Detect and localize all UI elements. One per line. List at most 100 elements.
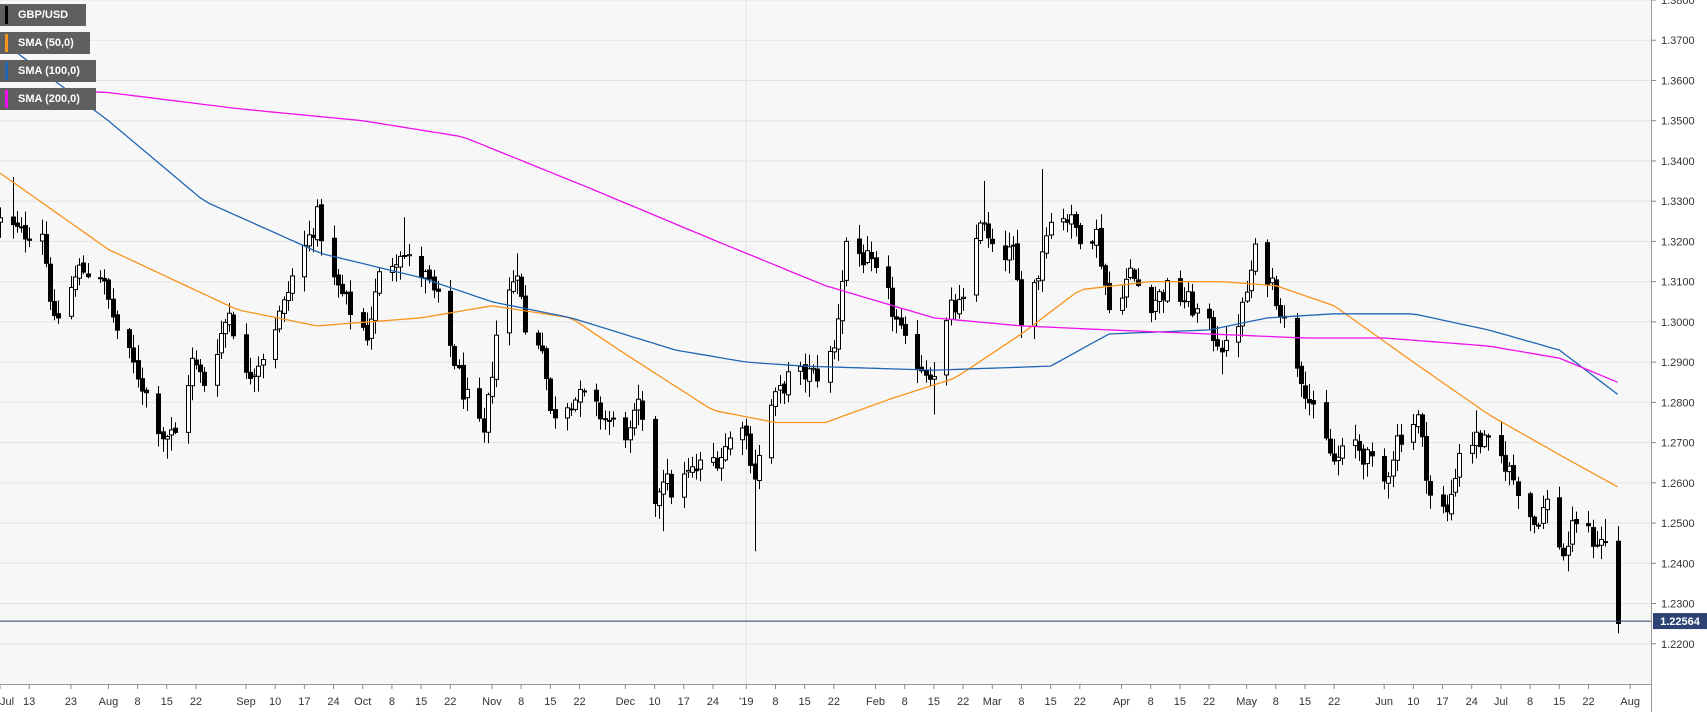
candle-bullish bbox=[1224, 339, 1229, 351]
candle-bullish bbox=[290, 275, 295, 294]
x-tick-label: Dec bbox=[616, 696, 636, 708]
candle-bearish bbox=[548, 378, 553, 411]
legend-label-sma100: SMA (100,0) bbox=[18, 65, 80, 77]
candle-bullish bbox=[169, 429, 174, 436]
candle-bullish bbox=[686, 469, 691, 473]
candle-bearish bbox=[1361, 448, 1366, 465]
x-tick-label: 24 bbox=[707, 696, 719, 708]
candle-bearish bbox=[427, 269, 432, 280]
legend-item-sma100[interactable]: SMA (100,0) bbox=[0, 60, 96, 82]
candle-bearish bbox=[1299, 365, 1304, 385]
candle-bearish bbox=[1303, 385, 1308, 399]
candle-bullish bbox=[315, 206, 320, 241]
candle-bullish bbox=[165, 436, 170, 440]
candle-bullish bbox=[1470, 444, 1475, 454]
candle-bullish bbox=[465, 388, 470, 399]
candle-bearish bbox=[1274, 279, 1279, 307]
candle-bearish bbox=[1278, 305, 1283, 318]
candle-bullish bbox=[636, 398, 641, 411]
candle-bullish bbox=[1165, 280, 1170, 302]
candle-bearish bbox=[1311, 400, 1316, 405]
candle-bearish bbox=[198, 364, 203, 373]
candle-bearish bbox=[519, 276, 524, 297]
y-tick-label: 1.2700 bbox=[1661, 438, 1695, 450]
candle-bearish bbox=[482, 418, 487, 433]
candle-bullish bbox=[1453, 478, 1458, 493]
candle-bullish bbox=[798, 366, 803, 372]
candle-bearish bbox=[365, 324, 370, 341]
candle-bullish bbox=[1061, 218, 1066, 223]
candle-bearish bbox=[594, 389, 599, 402]
candle-bearish bbox=[582, 390, 587, 393]
candle-bearish bbox=[623, 417, 628, 441]
candle-bearish bbox=[86, 273, 91, 278]
candle-bullish bbox=[1566, 545, 1571, 556]
candle-bearish bbox=[1382, 455, 1387, 482]
candle-bullish bbox=[1195, 308, 1200, 314]
candle-bearish bbox=[1132, 269, 1137, 279]
candle-bearish bbox=[419, 256, 424, 279]
candle-bullish bbox=[611, 417, 616, 420]
candle-bullish bbox=[215, 353, 220, 386]
candle-bullish bbox=[1044, 235, 1049, 254]
candle-bullish bbox=[628, 427, 633, 441]
candle-bullish bbox=[402, 255, 407, 258]
candle-bullish bbox=[1449, 493, 1454, 515]
y-tick-label: 1.3300 bbox=[1661, 196, 1695, 208]
candle-bearish bbox=[27, 238, 32, 241]
y-tick-label: 1.3700 bbox=[1661, 35, 1695, 47]
candle-bearish bbox=[361, 312, 366, 328]
candle-bearish bbox=[1019, 279, 1024, 326]
candle-bullish bbox=[786, 371, 791, 396]
candle-bullish bbox=[494, 334, 499, 380]
x-tick-label: 17 bbox=[1436, 696, 1448, 708]
x-tick-label: 15 bbox=[928, 696, 940, 708]
legend-item-sma200[interactable]: SMA (200,0) bbox=[0, 88, 96, 110]
candle-bearish bbox=[715, 457, 720, 469]
candle-bullish bbox=[565, 407, 570, 419]
candle-bearish bbox=[915, 334, 920, 370]
legend-item-sma50[interactable]: SMA (50,0) bbox=[0, 32, 90, 54]
candle-bearish bbox=[1428, 481, 1433, 496]
x-tick-label: Aug bbox=[1620, 696, 1640, 708]
candle-bullish bbox=[507, 289, 512, 334]
candle-bullish bbox=[511, 281, 516, 292]
candle-bearish bbox=[1420, 414, 1425, 438]
candle-bullish bbox=[1595, 544, 1600, 547]
candle-bullish bbox=[1395, 435, 1400, 461]
candle-bearish bbox=[98, 277, 103, 280]
x-tick-label: 8 bbox=[518, 696, 524, 708]
y-tick-label: 1.2800 bbox=[1661, 397, 1695, 409]
candle-bearish bbox=[1103, 265, 1108, 286]
y-tick-label: 1.2400 bbox=[1661, 558, 1695, 570]
candle-bullish bbox=[1245, 291, 1250, 302]
candle-bullish bbox=[1186, 291, 1191, 303]
legend-item-gbpusd[interactable]: GBP/USD bbox=[0, 4, 86, 26]
candle-bullish bbox=[944, 320, 949, 376]
candle-bearish bbox=[744, 425, 749, 436]
candle-bearish bbox=[1424, 435, 1429, 481]
candle-bearish bbox=[1586, 523, 1591, 527]
legend-label-sma50: SMA (50,0) bbox=[18, 37, 74, 49]
legend: GBP/USD SMA (50,0) SMA (100,0) SMA (200,… bbox=[0, 4, 96, 116]
candle-bullish bbox=[757, 454, 762, 482]
candle-bullish bbox=[665, 473, 670, 485]
candle-bearish bbox=[694, 468, 699, 472]
x-tick-label: 24 bbox=[1466, 696, 1478, 708]
candle-bearish bbox=[640, 400, 645, 420]
sma-line-2 bbox=[0, 39, 1618, 395]
candle-bullish bbox=[573, 399, 578, 410]
candle-bullish bbox=[1570, 520, 1575, 545]
legend-label-sma200: SMA (200,0) bbox=[18, 93, 80, 105]
candle-bullish bbox=[219, 333, 224, 354]
candle-bearish bbox=[56, 313, 61, 319]
candle-bullish bbox=[186, 385, 191, 433]
y-tick-label: 1.2500 bbox=[1661, 518, 1695, 530]
candle-bullish bbox=[632, 409, 637, 429]
x-tick-label: 22 bbox=[1582, 696, 1594, 708]
candle-bullish bbox=[40, 233, 45, 242]
x-tick-label: 8 bbox=[902, 696, 908, 708]
candle-bearish bbox=[1324, 402, 1329, 439]
y-tick-label: 1.2900 bbox=[1661, 357, 1695, 369]
candle-bullish bbox=[982, 222, 987, 225]
